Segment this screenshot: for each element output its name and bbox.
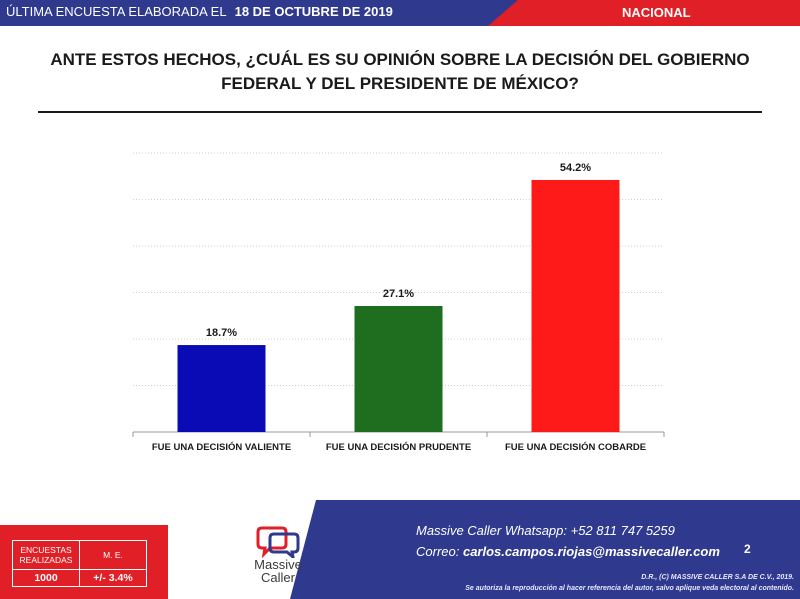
bar-2 <box>531 179 620 432</box>
logo-text-caller: Caller <box>261 570 295 585</box>
stats-header-surveys: ENCUESTAS REALIZADAS <box>12 540 80 570</box>
category-label-1: FUE UNA DECISIÓN PRUDENTE <box>326 441 471 453</box>
disclaimer-text: Se autoriza la reproducción al hacer ref… <box>465 585 794 592</box>
category-label-2: FUE UNA DECISIÓN COBARDE <box>505 441 646 453</box>
speech-bubbles-icon <box>256 526 300 558</box>
survey-date: 18 DE OCTUBRE DE 2019 <box>234 4 393 19</box>
stats-header-margin: M. E. <box>79 540 147 570</box>
question-line-2: FEDERAL Y DEL PRESIDENTE DE MÉXICO? <box>221 74 579 93</box>
contact-email-line: Correo: carlos.campos.riojas@massivecall… <box>416 544 720 559</box>
contact-whatsapp: Massive Caller Whatsapp: +52 811 747 525… <box>416 523 675 538</box>
massive-caller-logo: Massive Caller <box>238 522 318 598</box>
top-banner-red <box>488 0 800 26</box>
bar-1 <box>354 305 443 432</box>
bar-value-label-1: 27.1% <box>383 288 414 300</box>
region-label: NACIONAL <box>622 5 691 20</box>
survey-stats-table: ENCUESTAS REALIZADAS M. E. 1000 +/- 3.4% <box>12 540 147 587</box>
contact-email[interactable]: carlos.campos.riojas@massivecaller.com <box>462 544 720 559</box>
page-number: 2 <box>744 542 751 556</box>
question-line-1: ANTE ESTOS HECHOS, ¿CUÁL ES SU OPINIÓN S… <box>50 50 750 69</box>
survey-date-text: ÚLTIMA ENCUESTA ELABORADA EL 18 DE OCTUBR… <box>6 4 393 19</box>
category-label-0: FUE UNA DECISIÓN VALIENTE <box>152 441 291 453</box>
survey-date-prefix: ÚLTIMA ENCUESTA ELABORADA EL <box>6 4 227 19</box>
bar-value-label-0: 18.7% <box>206 327 237 339</box>
title-divider <box>38 111 762 113</box>
bar-0 <box>177 345 266 432</box>
contact-email-label: Correo: <box>416 544 463 559</box>
top-banner-blue <box>0 0 520 26</box>
stats-value-surveys: 1000 <box>12 569 80 587</box>
logo-text-massive: Massive <box>254 557 302 572</box>
question-title: ANTE ESTOS HECHOS, ¿CUÁL ES SU OPINIÓN S… <box>40 48 760 96</box>
bar-value-label-2: 54.2% <box>560 162 591 174</box>
copyright-text: D.R., (C) MASSIVE CALLER S.A DE C.V., 20… <box>641 574 794 581</box>
stats-value-margin: +/- 3.4% <box>79 569 147 587</box>
top-banner: ÚLTIMA ENCUESTA ELABORADA EL 18 DE OCTUBR… <box>0 0 800 26</box>
footer-blue-band <box>290 500 800 599</box>
logo-name: Massive Caller <box>238 558 318 584</box>
